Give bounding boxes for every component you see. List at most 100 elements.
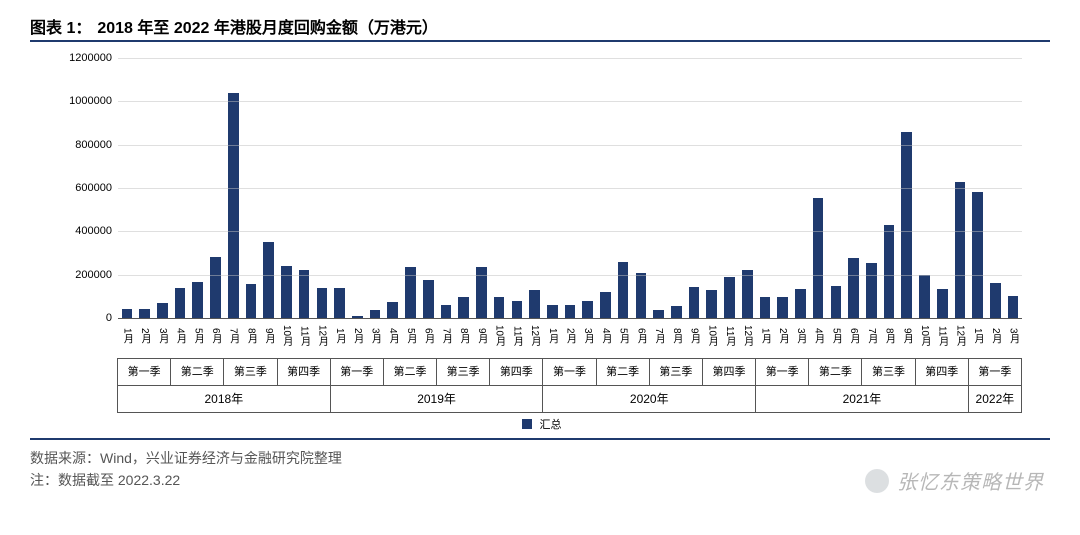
title-prefix: 图表 1：: [30, 14, 91, 38]
grid-line: [118, 188, 1022, 189]
bar: [352, 316, 363, 318]
quarter-cell: 第一季: [968, 358, 1022, 386]
quarter-cell: 第二季: [383, 358, 437, 386]
month-label: 1月: [757, 320, 772, 352]
year-cell: 2022年: [968, 385, 1022, 413]
quarter-cell: 第一季: [330, 358, 384, 386]
month-label: 5月: [190, 320, 205, 352]
month-label: 3月: [1006, 320, 1021, 352]
month-label: 2月: [137, 320, 152, 352]
grid-line: [118, 231, 1022, 232]
bar: [972, 192, 983, 318]
bar: [848, 258, 859, 318]
figure-frame: 图表 1： 2018 年至 2022 年港股月度回购金额（万港元） 第一季第二季…: [0, 0, 1080, 535]
month-label: 7月: [226, 320, 241, 352]
month-label: 7月: [651, 320, 666, 352]
year-cell: 2021年: [755, 385, 969, 413]
legend: 汇总: [62, 416, 1022, 432]
y-tick-label: 1200000: [62, 52, 112, 64]
grid-line: [118, 58, 1022, 59]
year-cell: 2019年: [330, 385, 544, 413]
month-label: 1月: [970, 320, 985, 352]
plot-area: [118, 58, 1022, 319]
bar: [937, 289, 948, 318]
bar: [441, 305, 452, 318]
bar: [689, 287, 700, 318]
month-label: 6月: [633, 320, 648, 352]
bar: [777, 297, 788, 318]
bar: [618, 262, 629, 318]
bar: [884, 225, 895, 318]
month-label: 12月: [314, 320, 329, 352]
quarter-cell: 第三季: [436, 358, 490, 386]
quarter-cell: 第三季: [861, 358, 915, 386]
bar: [955, 182, 966, 319]
bar: [636, 273, 647, 319]
quarter-cell: 第四季: [489, 358, 543, 386]
quarter-cell: 第四季: [277, 358, 331, 386]
bar: [795, 289, 806, 318]
grid-line: [118, 101, 1022, 102]
month-label: 8月: [456, 320, 471, 352]
y-tick-label: 800000: [62, 139, 112, 151]
month-label: 4月: [811, 320, 826, 352]
bar: [901, 132, 912, 318]
month-label: 3月: [580, 320, 595, 352]
title-text: 2018 年至 2022 年港股月度回购金额（万港元）: [97, 14, 438, 38]
bar: [334, 288, 345, 318]
month-label: 1月: [332, 320, 347, 352]
month-label: 7月: [438, 320, 453, 352]
wechat-icon: [865, 469, 889, 493]
y-tick-label: 600000: [62, 182, 112, 194]
month-label: 8月: [882, 320, 897, 352]
month-label: 1月: [119, 320, 134, 352]
month-label: 4月: [173, 320, 188, 352]
bar: [370, 310, 381, 318]
footer-rule: [30, 438, 1050, 440]
quarter-cell: 第三季: [223, 358, 277, 386]
bar: [547, 305, 558, 318]
y-tick-label: 400000: [62, 225, 112, 237]
month-label: 3月: [368, 320, 383, 352]
bar: [582, 301, 593, 318]
watermark-text: 张忆东策略世界: [897, 466, 1044, 495]
bar: [653, 310, 664, 318]
month-label: 9月: [261, 320, 276, 352]
bar: [742, 270, 753, 318]
month-label: 9月: [687, 320, 702, 352]
bar: [175, 288, 186, 318]
bar: [458, 297, 469, 318]
bar: [139, 309, 150, 318]
year-axis: 2018年2019年2020年2021年2022年: [118, 385, 1022, 413]
month-label: 2月: [563, 320, 578, 352]
bar: [600, 292, 611, 318]
bar: [919, 275, 930, 318]
month-label: 12月: [740, 320, 755, 352]
grid-line: [118, 275, 1022, 276]
bar: [724, 277, 735, 318]
month-label: 11月: [935, 320, 950, 352]
bar: [263, 242, 274, 318]
year-cell: 2020年: [542, 385, 756, 413]
quarter-cell: 第四季: [915, 358, 969, 386]
watermark: 张忆东策略世界: [865, 466, 1044, 495]
title-rule: [30, 40, 1050, 42]
quarter-cell: 第四季: [702, 358, 756, 386]
bar: [1008, 296, 1019, 318]
month-label: 7月: [864, 320, 879, 352]
month-label: 5月: [403, 320, 418, 352]
month-label: 5月: [828, 320, 843, 352]
quarter-cell: 第一季: [755, 358, 809, 386]
bar: [866, 263, 877, 318]
bar: [529, 290, 540, 318]
bar: [494, 297, 505, 318]
bar: [246, 284, 257, 318]
title-bar: 图表 1： 2018 年至 2022 年港股月度回购金额（万港元）: [30, 14, 1050, 38]
note-text: 注：数据截至 2022.3.22: [30, 470, 180, 490]
month-label: 10月: [917, 320, 932, 352]
quarter-cell: 第二季: [170, 358, 224, 386]
month-label: 11月: [722, 320, 737, 352]
month-label: 10月: [704, 320, 719, 352]
month-label: 6月: [846, 320, 861, 352]
year-cell: 2018年: [117, 385, 331, 413]
